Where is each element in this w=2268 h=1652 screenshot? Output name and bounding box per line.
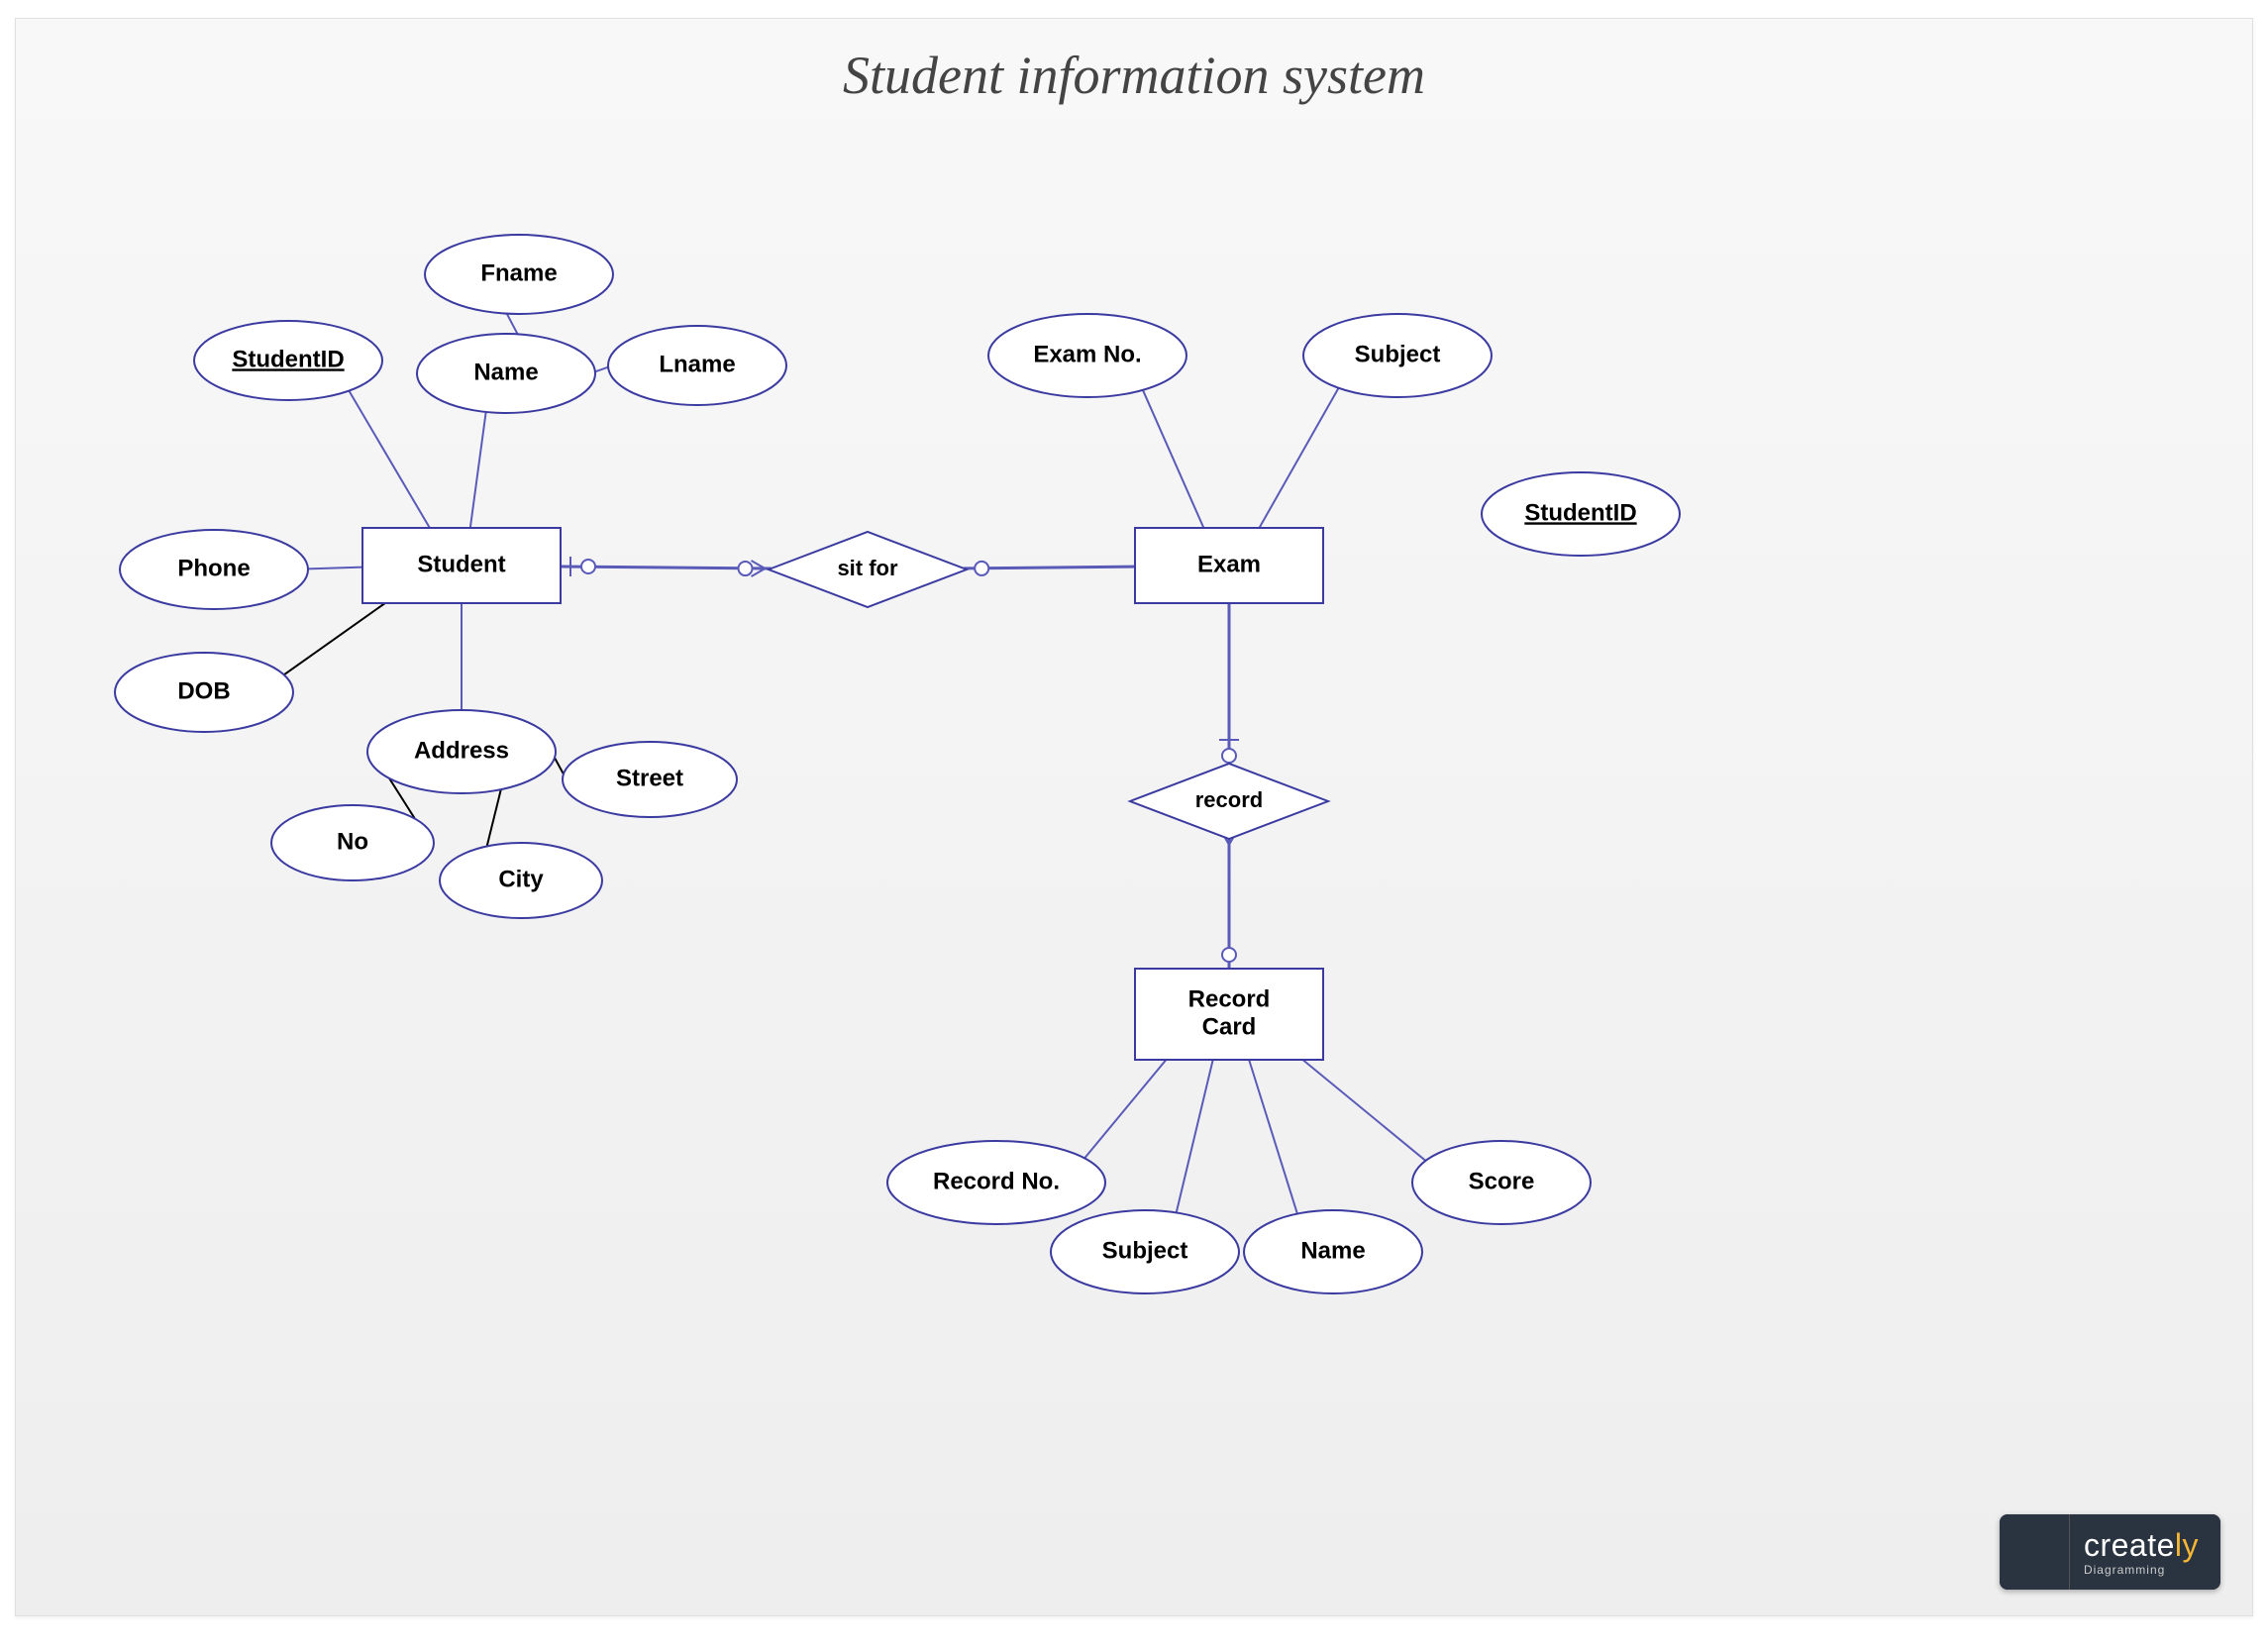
svg-text:Name: Name [1300,1237,1365,1264]
svg-text:Subject: Subject [1355,341,1441,367]
svg-text:Student: Student [417,551,505,577]
svg-text:Record: Record [1188,985,1271,1012]
svg-text:Exam: Exam [1197,551,1261,577]
svg-text:Score: Score [1469,1168,1535,1194]
svg-text:Street: Street [616,765,683,791]
svg-text:Name: Name [473,359,538,385]
creately-logo: creately Diagramming [2000,1514,2220,1590]
svg-text:No: No [337,828,368,855]
svg-text:Fname: Fname [480,259,557,286]
svg-text:StudentID: StudentID [232,346,344,372]
svg-text:Lname: Lname [659,351,735,377]
svg-text:City: City [498,866,544,892]
svg-text:DOB: DOB [177,677,230,704]
svg-text:Subject: Subject [1102,1237,1188,1264]
svg-text:Record No.: Record No. [933,1168,1060,1194]
svg-text:Address: Address [414,737,509,764]
svg-text:StudentID: StudentID [1524,499,1636,526]
logo-bulb-panel [2000,1514,2069,1590]
diagram-canvas: Student information system StudentIDFnam… [15,18,2253,1616]
er-diagram-svg: StudentID Fname Name Lname Phone DOB Address No… [16,19,2252,1615]
svg-text:Card: Card [1202,1013,1257,1040]
svg-text:Phone: Phone [177,555,250,581]
svg-text:Exam No.: Exam No. [1033,341,1141,367]
svg-text:sit for: sit for [837,556,898,580]
bulb-icon [2000,1514,2220,1590]
svg-text:record: record [1195,787,1263,812]
